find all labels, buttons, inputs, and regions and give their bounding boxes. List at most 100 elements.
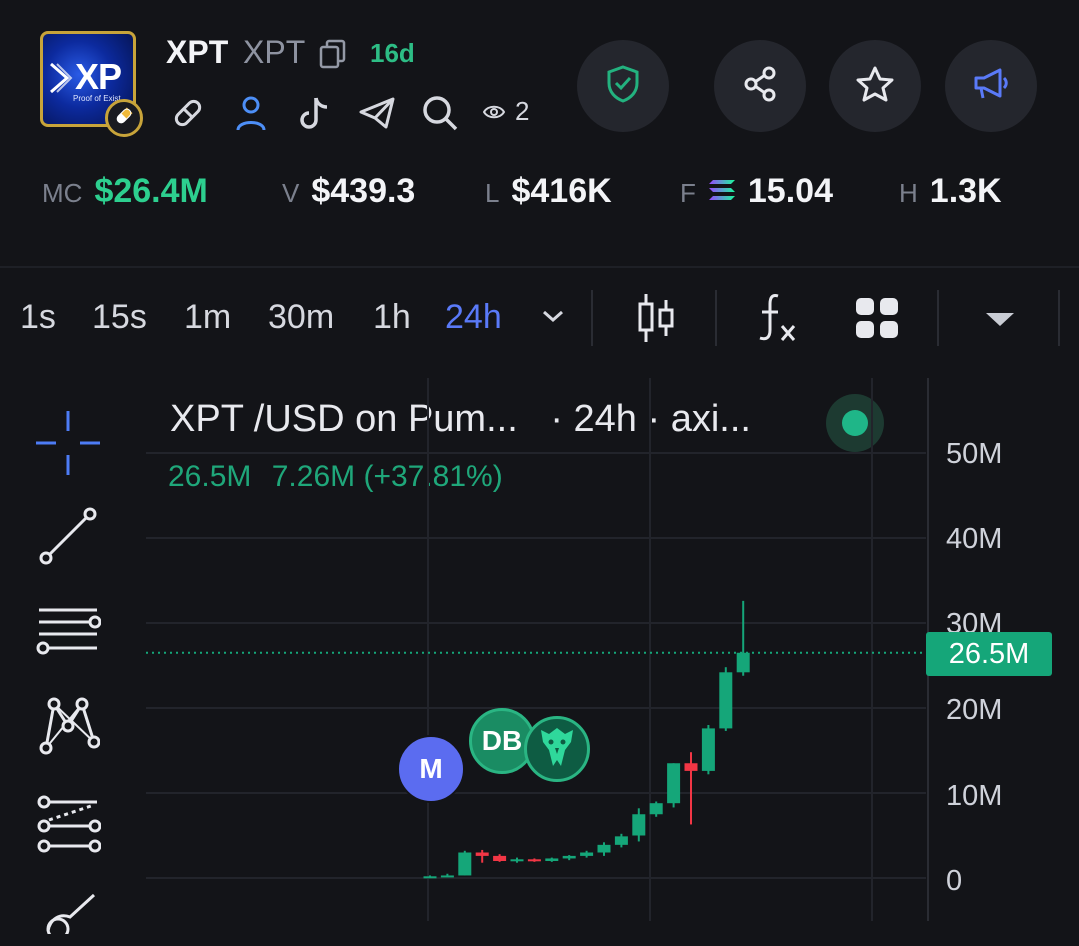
watchers-value: 2 xyxy=(515,96,530,126)
stat-fees: F 15.04 xyxy=(680,172,833,211)
connection-status-indicator xyxy=(826,394,884,452)
favorite-button[interactable] xyxy=(829,40,921,132)
trade-marker-m[interactable]: M xyxy=(397,735,465,803)
crosshair-tool-icon[interactable] xyxy=(30,405,106,481)
candle-body xyxy=(649,803,663,815)
y-axis-tick: 40M xyxy=(946,523,1003,555)
watchers-count: 2 xyxy=(482,96,530,127)
security-button[interactable] xyxy=(577,40,669,132)
timeframe-dropdown-chevron-icon[interactable] xyxy=(540,306,566,331)
chart-change-value: 7.26M (+37.81%) xyxy=(271,460,503,493)
candle-body xyxy=(597,844,611,853)
stat-l-label: L xyxy=(485,178,500,208)
link-icon[interactable] xyxy=(168,93,208,133)
candle-body xyxy=(684,763,698,771)
stat-h-value: 1.3K xyxy=(929,172,1002,210)
candle xyxy=(562,855,576,861)
tiktok-icon[interactable] xyxy=(294,93,334,133)
stat-liquidity: L $416K xyxy=(485,172,612,211)
timeframe-1m[interactable]: 1m xyxy=(184,298,232,336)
candle-body xyxy=(458,852,472,876)
candle xyxy=(667,763,681,808)
logo-subtext: Proof of Exist xyxy=(73,94,121,103)
layout-grid-icon[interactable] xyxy=(854,296,900,345)
current-price-tag: 26.5M xyxy=(926,632,1052,676)
stat-mc-label: MC xyxy=(42,178,83,208)
y-axis-tick: 20M xyxy=(946,694,1003,726)
candle xyxy=(475,849,489,863)
indicators-fx-icon[interactable] xyxy=(756,290,800,351)
candles-icon[interactable] xyxy=(636,292,676,349)
toolbar-separator xyxy=(715,290,717,346)
trade-marker-eagle[interactable] xyxy=(524,716,590,782)
toolbar-separator xyxy=(937,290,939,346)
stat-f-value: 15.04 xyxy=(747,172,833,210)
stat-holders: H 1.3K xyxy=(899,172,1002,211)
timeframe-24h[interactable]: 24h xyxy=(445,298,502,336)
chart-last-value: 26.5M xyxy=(168,460,252,493)
candle-body xyxy=(562,855,576,859)
trendline-tool-icon[interactable] xyxy=(30,498,106,574)
candle-body xyxy=(423,876,437,879)
promote-button[interactable] xyxy=(945,40,1037,132)
more-dropdown-icon[interactable] xyxy=(984,310,1016,333)
candle xyxy=(527,858,541,862)
candle-body xyxy=(614,836,628,845)
candle xyxy=(701,725,715,775)
forecast-tool-icon[interactable] xyxy=(30,784,106,860)
telegram-icon[interactable] xyxy=(357,93,397,133)
candle xyxy=(440,873,454,878)
megaphone-icon xyxy=(973,67,1009,106)
share-button[interactable] xyxy=(714,40,806,132)
chart-legend-values: 26.5M 7.26M (+37.81%) xyxy=(168,460,503,494)
pump-pill-badge xyxy=(105,99,143,137)
timeframe-30m[interactable]: 30m xyxy=(268,298,335,336)
stat-mc-value: $26.4M xyxy=(94,172,208,210)
candle-body xyxy=(580,852,594,856)
timeframe-1s[interactable]: 1s xyxy=(20,298,56,336)
eagle-icon xyxy=(535,724,579,775)
candle-body xyxy=(719,672,733,729)
candle-body xyxy=(510,859,524,862)
share-icon xyxy=(742,66,778,107)
candle-body xyxy=(701,728,715,771)
logo-text: XP xyxy=(75,56,122,97)
timeframe-15s[interactable]: 15s xyxy=(92,298,147,336)
candle xyxy=(597,842,611,856)
chart-toolbar xyxy=(0,268,1079,368)
solana-icon xyxy=(708,172,736,211)
stat-l-value: $416K xyxy=(511,172,612,210)
candle-body xyxy=(493,855,507,861)
user-icon[interactable] xyxy=(231,93,271,133)
chart-symbol: XPT /USD on Pum... xyxy=(170,398,518,440)
pattern-tool-icon[interactable] xyxy=(30,688,106,764)
candle-body xyxy=(545,858,559,861)
candle-body xyxy=(632,814,646,836)
candle xyxy=(719,667,733,731)
timeframe-1h[interactable]: 1h xyxy=(373,298,411,336)
section-divider xyxy=(0,266,1079,268)
candlestick-chart[interactable] xyxy=(0,368,1079,921)
shield-check-icon xyxy=(606,64,640,108)
chart-area[interactable] xyxy=(0,368,1079,921)
y-axis-tick: 50M xyxy=(946,438,1003,470)
stat-volume: V $439.3 xyxy=(282,172,415,211)
logo-mark-icon xyxy=(49,58,73,103)
stat-market-cap: MC $26.4M xyxy=(42,172,208,211)
token-name: XPT xyxy=(166,34,229,70)
candle xyxy=(649,801,663,817)
y-axis-tick: 10M xyxy=(946,780,1003,812)
copy-icon[interactable] xyxy=(318,38,348,75)
token-logo[interactable]: XP Proof of Exist xyxy=(40,31,136,127)
candle xyxy=(580,850,594,858)
fib-lines-tool-icon[interactable] xyxy=(30,592,106,668)
stat-v-label: V xyxy=(282,178,300,208)
candle xyxy=(736,600,750,676)
candle-body xyxy=(667,763,681,804)
candle xyxy=(632,808,646,842)
search-icon[interactable] xyxy=(420,93,460,133)
candle-body xyxy=(736,652,750,673)
token-ticker: XPT xyxy=(243,34,306,70)
toolbar-separator xyxy=(1058,290,1060,346)
pill-icon xyxy=(113,105,135,132)
